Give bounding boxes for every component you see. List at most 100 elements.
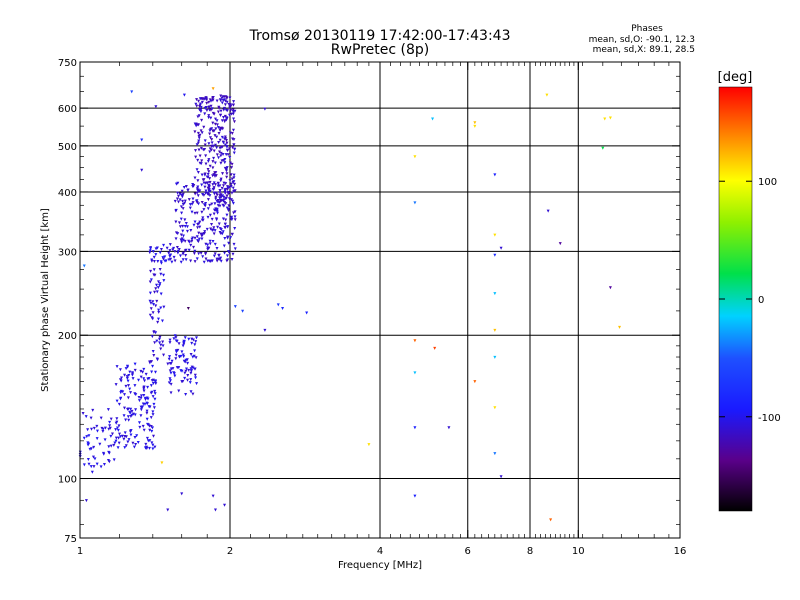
data-point: [221, 172, 225, 176]
data-point: [218, 204, 222, 208]
data-point: [222, 181, 226, 185]
data-point: [142, 377, 146, 381]
data-point: [203, 139, 207, 143]
data-point: [184, 367, 188, 371]
data-point: [180, 380, 184, 384]
data-point: [159, 272, 163, 276]
data-point: [158, 341, 162, 345]
data-point: [190, 341, 194, 345]
data-point: [87, 434, 91, 438]
data-point: [145, 436, 149, 440]
data-point: [281, 306, 285, 310]
data-point: [184, 393, 188, 397]
data-point: [608, 116, 612, 120]
data-point: [157, 310, 161, 314]
data-point: [228, 113, 232, 117]
data-point: [179, 205, 183, 209]
data-point: [213, 252, 217, 256]
data-point: [473, 121, 477, 125]
data-point: [156, 320, 160, 324]
data-point: [195, 191, 199, 195]
data-point: [223, 119, 227, 123]
data-point: [603, 117, 607, 121]
data-point: [219, 177, 223, 181]
data-point: [213, 508, 217, 512]
data-point: [192, 183, 196, 187]
data-point: [206, 186, 210, 190]
data-point: [228, 96, 232, 100]
data-point: [219, 259, 223, 263]
data-point: [433, 346, 437, 350]
data-point: [150, 316, 154, 320]
data-point: [130, 409, 134, 413]
data-point: [149, 384, 153, 388]
data-point: [214, 197, 218, 201]
data-point: [150, 335, 154, 339]
data-point: [166, 508, 170, 512]
data-point: [114, 436, 118, 440]
data-point: [205, 227, 209, 231]
data-point: [187, 248, 191, 252]
data-point: [149, 278, 153, 282]
data-point: [118, 368, 122, 372]
data-point: [221, 115, 225, 119]
data-point: [226, 187, 230, 191]
data-point: [181, 224, 185, 228]
data-point: [229, 236, 233, 240]
data-point: [222, 141, 226, 145]
data-point: [183, 336, 187, 340]
data-point: [473, 124, 477, 128]
data-point: [198, 220, 202, 224]
data-point: [155, 283, 159, 287]
data-point: [493, 452, 497, 456]
data-point: [200, 131, 204, 135]
data-point: [173, 250, 177, 254]
data-point: [200, 237, 204, 241]
data-point: [213, 117, 217, 121]
data-point: [413, 426, 417, 430]
data-point: [224, 182, 228, 186]
data-point: [115, 399, 119, 403]
data-point: [133, 384, 137, 388]
data-point: [162, 353, 166, 357]
data-point: [231, 109, 235, 113]
data-point: [241, 309, 245, 313]
data-point: [133, 392, 137, 396]
data-point: [153, 445, 157, 449]
data-point: [207, 116, 211, 120]
data-point: [179, 217, 183, 221]
phases-heading: Phases: [631, 24, 663, 34]
data-point: [196, 240, 200, 244]
data-point: [180, 240, 184, 244]
data-point: [168, 341, 172, 345]
data-point: [182, 93, 186, 97]
data-point: [154, 304, 158, 308]
data-point: [225, 116, 229, 120]
data-point: [158, 335, 162, 339]
data-point: [157, 280, 161, 284]
data-point: [618, 325, 622, 329]
data-point: [212, 149, 216, 153]
data-point: [197, 136, 201, 140]
data-point: [159, 306, 163, 310]
data-point: [190, 210, 194, 214]
data-point: [221, 145, 225, 149]
data-point: [99, 465, 103, 469]
data-point: [148, 251, 152, 255]
data-point: [213, 143, 217, 147]
data-point: [206, 172, 210, 176]
data-point: [174, 350, 178, 354]
data-point: [198, 154, 202, 158]
data-point: [148, 428, 152, 432]
data-point: [181, 199, 185, 203]
data-point: [140, 168, 144, 172]
data-point: [197, 99, 201, 103]
data-point: [92, 426, 96, 430]
data-point: [115, 365, 119, 369]
data-point: [93, 457, 97, 461]
data-point: [168, 379, 172, 383]
data-point: [196, 179, 200, 183]
data-point: [193, 220, 197, 224]
data-point: [149, 247, 153, 251]
data-point: [151, 250, 155, 254]
